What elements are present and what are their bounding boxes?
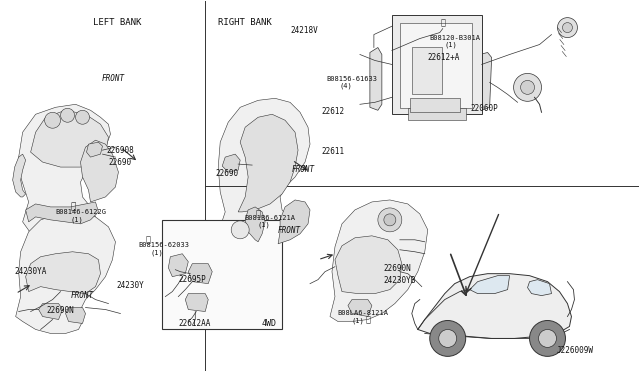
Text: 22612: 22612	[322, 108, 345, 116]
Circle shape	[557, 17, 577, 38]
Bar	[412, 46, 442, 94]
Polygon shape	[330, 200, 428, 321]
Circle shape	[529, 321, 566, 356]
Polygon shape	[527, 280, 552, 296]
Bar	[410, 98, 460, 112]
Text: 24230YA: 24230YA	[15, 267, 47, 276]
Text: Ⓑ: Ⓑ	[255, 209, 260, 218]
Text: 226908: 226908	[106, 146, 134, 155]
Text: Ⓑ: Ⓑ	[146, 235, 151, 244]
Bar	[408, 108, 466, 120]
Polygon shape	[13, 154, 26, 197]
Circle shape	[76, 110, 90, 124]
Text: 22690N: 22690N	[384, 264, 412, 273]
Text: 22611: 22611	[322, 147, 345, 156]
Text: B08120-B301A: B08120-B301A	[430, 35, 481, 41]
Text: 4WD: 4WD	[261, 319, 276, 328]
Polygon shape	[15, 212, 115, 333]
Polygon shape	[245, 207, 265, 242]
Polygon shape	[222, 154, 240, 172]
Text: B081B6-6121A: B081B6-6121A	[244, 215, 296, 221]
Polygon shape	[186, 294, 208, 311]
Circle shape	[61, 108, 74, 122]
Polygon shape	[348, 299, 372, 317]
Text: B08156-62033: B08156-62033	[138, 242, 189, 248]
Text: Ⓑ: Ⓑ	[365, 315, 371, 324]
Polygon shape	[370, 48, 382, 110]
Text: (1): (1)	[257, 222, 270, 228]
Text: (1): (1)	[445, 42, 457, 48]
Circle shape	[563, 23, 572, 33]
Circle shape	[231, 221, 249, 239]
Bar	[392, 15, 482, 114]
Text: 22690: 22690	[215, 169, 238, 177]
Text: (4): (4)	[339, 83, 352, 89]
Circle shape	[430, 321, 466, 356]
Polygon shape	[470, 276, 509, 294]
Polygon shape	[38, 304, 63, 320]
Text: 24218V: 24218V	[290, 26, 317, 35]
Text: FRONT: FRONT	[102, 74, 125, 83]
Text: RIGHT BANK: RIGHT BANK	[218, 19, 271, 28]
Text: (1): (1)	[151, 250, 163, 256]
Text: 22612AA: 22612AA	[178, 319, 211, 328]
Polygon shape	[86, 142, 102, 157]
Text: Ⓑ: Ⓑ	[440, 18, 445, 27]
Polygon shape	[19, 104, 111, 242]
Text: 22690: 22690	[108, 158, 131, 167]
Circle shape	[513, 73, 541, 101]
Text: Ⓑ: Ⓑ	[71, 202, 76, 211]
Circle shape	[45, 112, 61, 128]
Polygon shape	[65, 308, 86, 324]
Polygon shape	[218, 98, 310, 244]
Text: B08146-6122G: B08146-6122G	[55, 209, 106, 215]
Text: 24230Y: 24230Y	[117, 281, 145, 290]
Polygon shape	[278, 200, 310, 244]
Circle shape	[538, 330, 557, 347]
Circle shape	[384, 214, 396, 226]
Polygon shape	[418, 274, 572, 339]
Polygon shape	[26, 252, 100, 294]
Circle shape	[378, 208, 402, 232]
Bar	[163, 220, 282, 330]
Text: 22612+A: 22612+A	[428, 53, 460, 62]
Polygon shape	[31, 110, 108, 167]
Polygon shape	[188, 264, 212, 283]
Text: 22060P: 22060P	[470, 104, 499, 113]
Text: B08156-61633: B08156-61633	[326, 76, 378, 81]
Polygon shape	[238, 114, 298, 212]
Polygon shape	[168, 254, 188, 277]
Text: FRONT: FRONT	[71, 291, 94, 300]
Polygon shape	[477, 52, 492, 110]
Polygon shape	[81, 140, 118, 202]
Polygon shape	[26, 202, 99, 224]
Text: 22695P: 22695P	[178, 275, 206, 284]
Text: (1): (1)	[351, 317, 364, 324]
Text: FRONT: FRONT	[277, 226, 300, 235]
Text: 24230YB: 24230YB	[384, 276, 416, 285]
Polygon shape	[335, 236, 402, 294]
Circle shape	[520, 80, 534, 94]
Circle shape	[439, 330, 457, 347]
Text: J226009W: J226009W	[556, 346, 593, 355]
Text: B08LA6-8121A: B08LA6-8121A	[337, 310, 388, 316]
Text: (1): (1)	[71, 216, 84, 222]
Bar	[400, 23, 472, 108]
Text: 22690N: 22690N	[47, 306, 74, 315]
Text: FRONT: FRONT	[292, 165, 315, 174]
Text: LEFT BANK: LEFT BANK	[93, 19, 141, 28]
